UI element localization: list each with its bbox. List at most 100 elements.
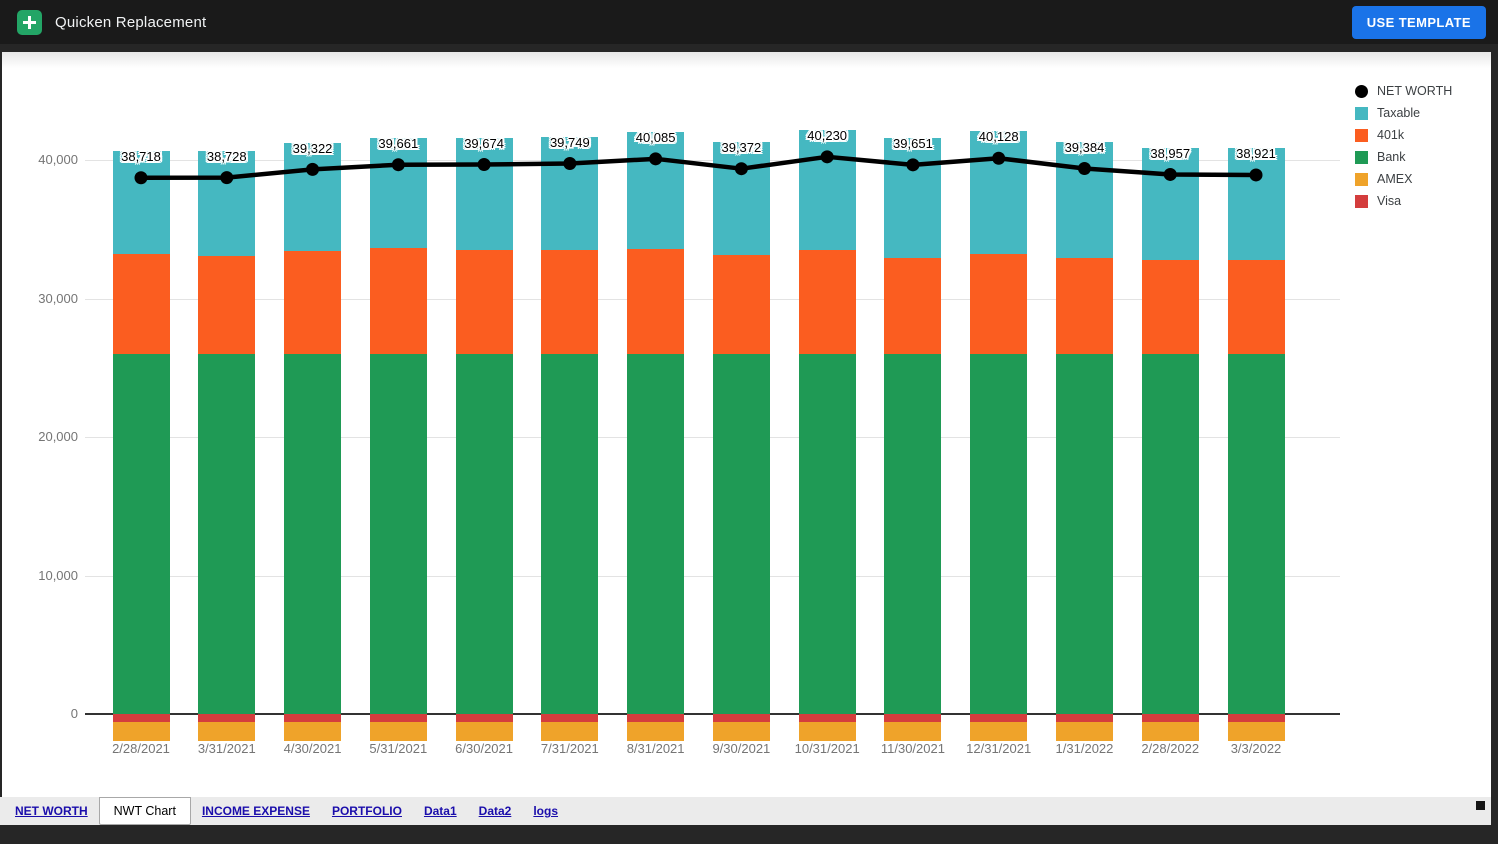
bar-segment-taxable[interactable]	[884, 138, 942, 258]
sheets-logo-icon	[17, 9, 42, 35]
bar-segment-401k[interactable]	[884, 257, 942, 354]
sheet-tab-income-expense[interactable]: INCOME EXPENSE	[201, 804, 310, 818]
x-axis-tick-label: 3/31/2021	[197, 741, 256, 756]
bar-segment-taxable[interactable]	[1227, 148, 1285, 260]
bar-segment-amex[interactable]	[112, 722, 170, 741]
bar-segment-amex[interactable]	[884, 722, 942, 741]
bar-segment-amex[interactable]	[1227, 722, 1285, 741]
y-gridline	[85, 437, 1340, 438]
bar-segment-taxable[interactable]	[284, 142, 342, 251]
bar-segment-401k[interactable]	[712, 255, 770, 354]
bar-segment-visa[interactable]	[712, 714, 770, 723]
bar-segment-bank[interactable]	[1141, 353, 1199, 714]
bar-segment-visa[interactable]	[1055, 714, 1113, 723]
bar-segment-bank[interactable]	[712, 353, 770, 714]
bar-segment-visa[interactable]	[112, 714, 170, 723]
bar-segment-bank[interactable]	[970, 353, 1028, 714]
bar-segment-bank[interactable]	[112, 353, 170, 714]
bar-segment-amex[interactable]	[284, 722, 342, 741]
chart-legend: NET WORTH Taxable 401k Bank AMEX Visa	[1355, 80, 1452, 212]
data-label: 40,128	[978, 129, 1019, 145]
bar-segment-amex[interactable]	[455, 722, 513, 741]
bar-segment-taxable[interactable]	[970, 131, 1028, 255]
legend-label: Visa	[1377, 194, 1402, 208]
data-label: 38,957	[1150, 145, 1191, 161]
bar-segment-401k[interactable]	[455, 249, 513, 354]
legend-label: 401k	[1377, 128, 1405, 142]
bar-segment-401k[interactable]	[284, 250, 342, 354]
bar-segment-amex[interactable]	[1055, 722, 1113, 741]
sheet-tab-data1[interactable]: Data1	[423, 804, 457, 818]
bar-segment-visa[interactable]	[798, 714, 856, 723]
bar-segment-visa[interactable]	[198, 714, 256, 723]
bar-segment-visa[interactable]	[884, 714, 942, 723]
sheet-tab-net-worth[interactable]: NET WORTH	[15, 804, 88, 818]
bar-segment-bank[interactable]	[198, 353, 256, 714]
bar-segment-bank[interactable]	[455, 353, 513, 714]
bar-segment-visa[interactable]	[1141, 714, 1199, 723]
page-title: Quicken Replacement	[55, 13, 207, 31]
bar-segment-amex[interactable]	[1141, 722, 1199, 741]
bar-segment-taxable[interactable]	[712, 141, 770, 255]
bar-segment-visa[interactable]	[627, 714, 685, 723]
bar-segment-bank[interactable]	[1227, 353, 1285, 714]
bar-segment-taxable[interactable]	[369, 137, 427, 248]
bar-segment-amex[interactable]	[369, 722, 427, 741]
bar-segment-taxable[interactable]	[627, 132, 685, 250]
bar-segment-401k[interactable]	[1227, 259, 1285, 354]
bar-segment-visa[interactable]	[541, 714, 599, 723]
bar-segment-taxable[interactable]	[1141, 147, 1199, 260]
bar-segment-visa[interactable]	[369, 714, 427, 723]
y-gridline	[85, 575, 1340, 577]
bar-segment-bank[interactable]	[284, 353, 342, 714]
bar-segment-amex[interactable]	[970, 722, 1028, 741]
sheet-tab-portfolio[interactable]: PORTFOLIO	[331, 804, 402, 818]
bar-segment-taxable[interactable]	[198, 150, 256, 256]
bar-segment-401k[interactable]	[627, 249, 685, 354]
legend-label: Bank	[1377, 150, 1406, 164]
bar-segment-visa[interactable]	[1227, 714, 1285, 723]
bar-segment-bank[interactable]	[369, 353, 427, 714]
bar-segment-visa[interactable]	[970, 714, 1028, 723]
bar-segment-visa[interactable]	[284, 714, 342, 723]
bar-segment-taxable[interactable]	[541, 136, 599, 251]
bar-segment-401k[interactable]	[541, 250, 599, 354]
x-axis-tick-label: 8/31/2021	[626, 741, 685, 756]
bar-segment-taxable[interactable]	[112, 151, 170, 255]
y-gridline	[85, 298, 1340, 300]
bar-segment-amex[interactable]	[627, 722, 685, 741]
bar-segment-amex[interactable]	[541, 722, 599, 741]
use-template-button[interactable]: USE TEMPLATE	[1351, 5, 1486, 39]
bar-segment-amex[interactable]	[712, 722, 770, 741]
scroll-corner-dot	[1476, 801, 1485, 810]
app-header: Quicken Replacement USE TEMPLATE	[0, 0, 1498, 44]
x-axis-zero-line	[85, 713, 1340, 715]
bar-segment-bank[interactable]	[541, 353, 599, 714]
bar-segment-401k[interactable]	[1055, 258, 1113, 354]
bar-segment-visa[interactable]	[455, 714, 513, 723]
bar-segment-bank[interactable]	[627, 353, 685, 714]
bar-segment-401k[interactable]	[970, 254, 1028, 354]
y-axis-tick-label: 20,000	[38, 429, 78, 444]
bar-segment-amex[interactable]	[798, 722, 856, 741]
bar-segment-401k[interactable]	[112, 254, 170, 354]
bar-segment-taxable[interactable]	[455, 137, 513, 250]
sheet-tab-nwt-chart[interactable]: NWT Chart	[98, 797, 191, 825]
data-label: 39,674	[464, 135, 504, 151]
bar-segment-401k[interactable]	[798, 250, 856, 354]
bar-segment-401k[interactable]	[1141, 259, 1199, 354]
sheet-tab-data2[interactable]: Data2	[478, 804, 512, 818]
bar-segment-bank[interactable]	[798, 353, 856, 714]
bar-segment-taxable[interactable]	[1055, 141, 1113, 259]
legend-label: NET WORTH	[1377, 84, 1453, 98]
bar-segment-bank[interactable]	[1055, 353, 1113, 714]
x-axis-tick-label: 1/31/2022	[1055, 741, 1114, 756]
bar-segment-bank[interactable]	[884, 353, 942, 714]
bar-segment-amex[interactable]	[198, 722, 256, 741]
legend-item-amex: AMEX	[1355, 168, 1452, 190]
bar-segment-401k[interactable]	[369, 247, 427, 354]
sheet-tab-logs[interactable]: logs	[533, 804, 559, 818]
y-axis-tick-label: 30,000	[38, 290, 78, 306]
bar-segment-401k[interactable]	[198, 255, 256, 354]
bar-segment-taxable[interactable]	[798, 130, 856, 251]
